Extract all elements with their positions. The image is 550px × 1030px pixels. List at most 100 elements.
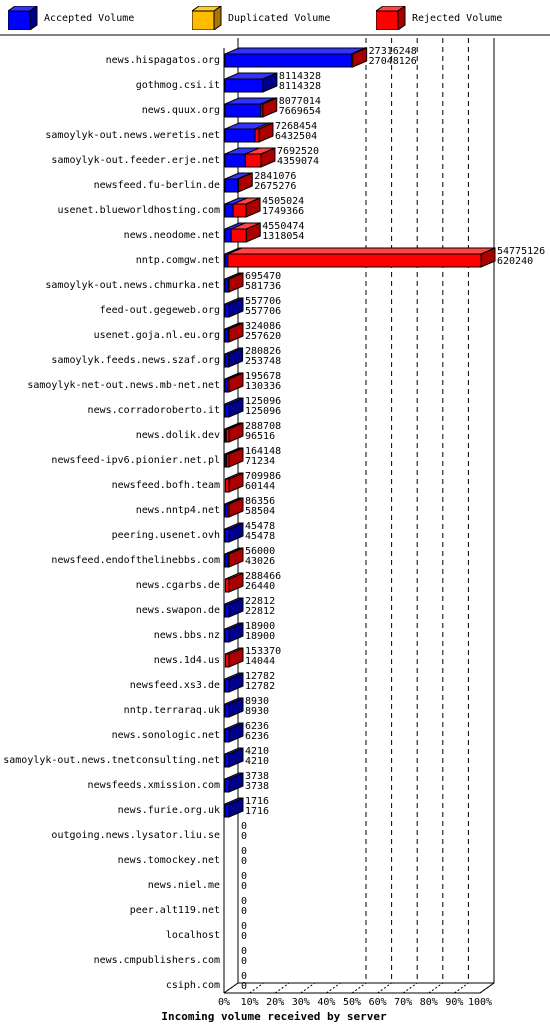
total-value-label: 7268454 — [275, 121, 317, 132]
bar-rejected — [227, 497, 244, 518]
x-tick-label: 50% — [343, 997, 361, 1008]
bar-rejected-front — [227, 253, 482, 268]
bar-accepted — [224, 772, 244, 793]
bar-rejected-front — [244, 153, 262, 168]
accepted-value-label: 6432504 — [275, 131, 317, 142]
bar-rejected — [232, 197, 261, 218]
bar-accepted — [224, 697, 244, 718]
total-value-label: 4210 — [245, 746, 269, 757]
total-value-label: 709986 — [245, 471, 281, 482]
x-tick-label: 60% — [369, 997, 387, 1008]
floor-tick-90 — [454, 982, 469, 994]
bar-accepted — [224, 672, 244, 693]
accepted-value-label: 26440 — [245, 581, 275, 592]
total-value-label: 557706 — [245, 296, 281, 307]
x-tick-label: 80% — [420, 997, 438, 1008]
bar-rejected — [225, 422, 244, 443]
accepted-value-label: 8114328 — [279, 81, 321, 92]
category-label: newsfeed.xs3.de — [130, 680, 220, 691]
bar-rejected-side — [228, 647, 244, 668]
floor-tick-20 — [274, 982, 290, 994]
category-label: peering.usenet.ovh — [112, 530, 220, 541]
bar-rejected — [227, 547, 244, 568]
bar-accepted-side — [228, 347, 244, 368]
accepted-value-label: 581736 — [245, 281, 281, 292]
total-value-label: 4550474 — [262, 221, 304, 232]
total-value-label: 8077014 — [279, 96, 321, 107]
accepted-value-label: 22812 — [245, 606, 275, 617]
total-value-label: 54775126 — [497, 246, 545, 257]
accepted-value-label: 620240 — [497, 256, 533, 267]
bar-rejected — [227, 322, 244, 343]
legend: Accepted Volume Duplicated Volume Reject… — [0, 0, 550, 36]
bar-accepted-front — [224, 753, 230, 768]
total-value-label: 56000 — [245, 546, 275, 557]
category-label: samoylyk-out.feeder.erje.net — [51, 155, 220, 166]
bar-rejected-side — [228, 472, 244, 493]
bar-rejected — [227, 247, 496, 268]
accepted-value-label: 60144 — [245, 481, 275, 492]
accepted-value-label: 130336 — [245, 381, 281, 392]
total-value-label: 8114328 — [279, 71, 321, 82]
category-label: samoylyk-out.news.tnetconsulting.net — [3, 755, 220, 766]
bar-accepted — [224, 622, 244, 643]
bar-rejected-front — [260, 103, 264, 118]
accepted-value-label: 0 — [241, 981, 247, 992]
bar-accepted — [224, 797, 244, 818]
bar-accepted-front — [224, 703, 230, 718]
bar-rejected-front — [226, 453, 230, 468]
accepted-value-label: 27048126 — [369, 56, 417, 67]
accepted-value-label: 557706 — [245, 306, 281, 317]
bar-accepted-front — [224, 728, 230, 743]
category-label: news.neodome.net — [124, 230, 220, 241]
accepted-value-label: 257620 — [245, 331, 281, 342]
bar-rejected — [224, 472, 244, 493]
category-label: samoylyk-out.news.chmurka.net — [45, 280, 220, 291]
bar-accepted-front — [224, 778, 230, 793]
x-tick-label: 90% — [445, 997, 463, 1008]
category-label: news.sonologic.net — [112, 730, 220, 741]
bar-accepted — [224, 347, 244, 368]
bar-rejected — [254, 122, 274, 143]
bar-rejected — [227, 372, 244, 393]
accepted-value-label: 4210 — [245, 756, 269, 767]
bar-accepted-front — [224, 103, 262, 118]
x-tick-label: 0% — [218, 997, 230, 1008]
category-label: localhost — [166, 930, 220, 941]
legend-item-rejected: Rejected Volume — [374, 5, 502, 31]
total-value-label: 45478 — [245, 521, 275, 532]
bar-accepted-front — [224, 628, 230, 643]
bar-rejected-front — [350, 53, 354, 68]
accepted-value-label: 0 — [241, 931, 247, 942]
x-tick-label: 100% — [468, 997, 492, 1008]
accepted-value-label: 58504 — [245, 506, 275, 517]
bar-accepted-front — [224, 528, 230, 543]
total-value-label: 153370 — [245, 646, 281, 657]
bar-accepted-front — [224, 803, 230, 818]
legend-swatch-accepted — [6, 5, 39, 31]
floor-tick-80 — [428, 982, 444, 994]
total-value-label: 324086 — [245, 321, 281, 332]
total-value-label: 125096 — [245, 396, 281, 407]
floor-tick-70 — [402, 982, 418, 994]
bar-accepted — [224, 522, 244, 543]
floor-tick-10 — [249, 982, 264, 994]
accepted-value-label: 3738 — [245, 781, 269, 792]
bar-rejected — [350, 47, 368, 68]
total-value-label: 164148 — [245, 446, 281, 457]
bar-rejected-front — [227, 328, 230, 343]
bar-rejected-front — [232, 203, 247, 218]
total-value-label: 6236 — [245, 721, 269, 732]
bar-accepted — [224, 747, 244, 768]
x-tick-label: 20% — [266, 997, 284, 1008]
bar-accepted — [224, 722, 244, 743]
category-label: news.swapon.de — [136, 605, 220, 616]
legend-item-duplicated: Duplicated Volume — [190, 5, 330, 31]
bar-rejected — [237, 172, 253, 193]
category-label: csiph.com — [166, 980, 220, 991]
bar-accepted-front — [224, 278, 229, 293]
accepted-value-label: 43026 — [245, 556, 275, 567]
total-value-label: 3738 — [245, 771, 269, 782]
bar-rejected-front — [227, 503, 230, 518]
total-value-label: 0 — [241, 971, 247, 982]
